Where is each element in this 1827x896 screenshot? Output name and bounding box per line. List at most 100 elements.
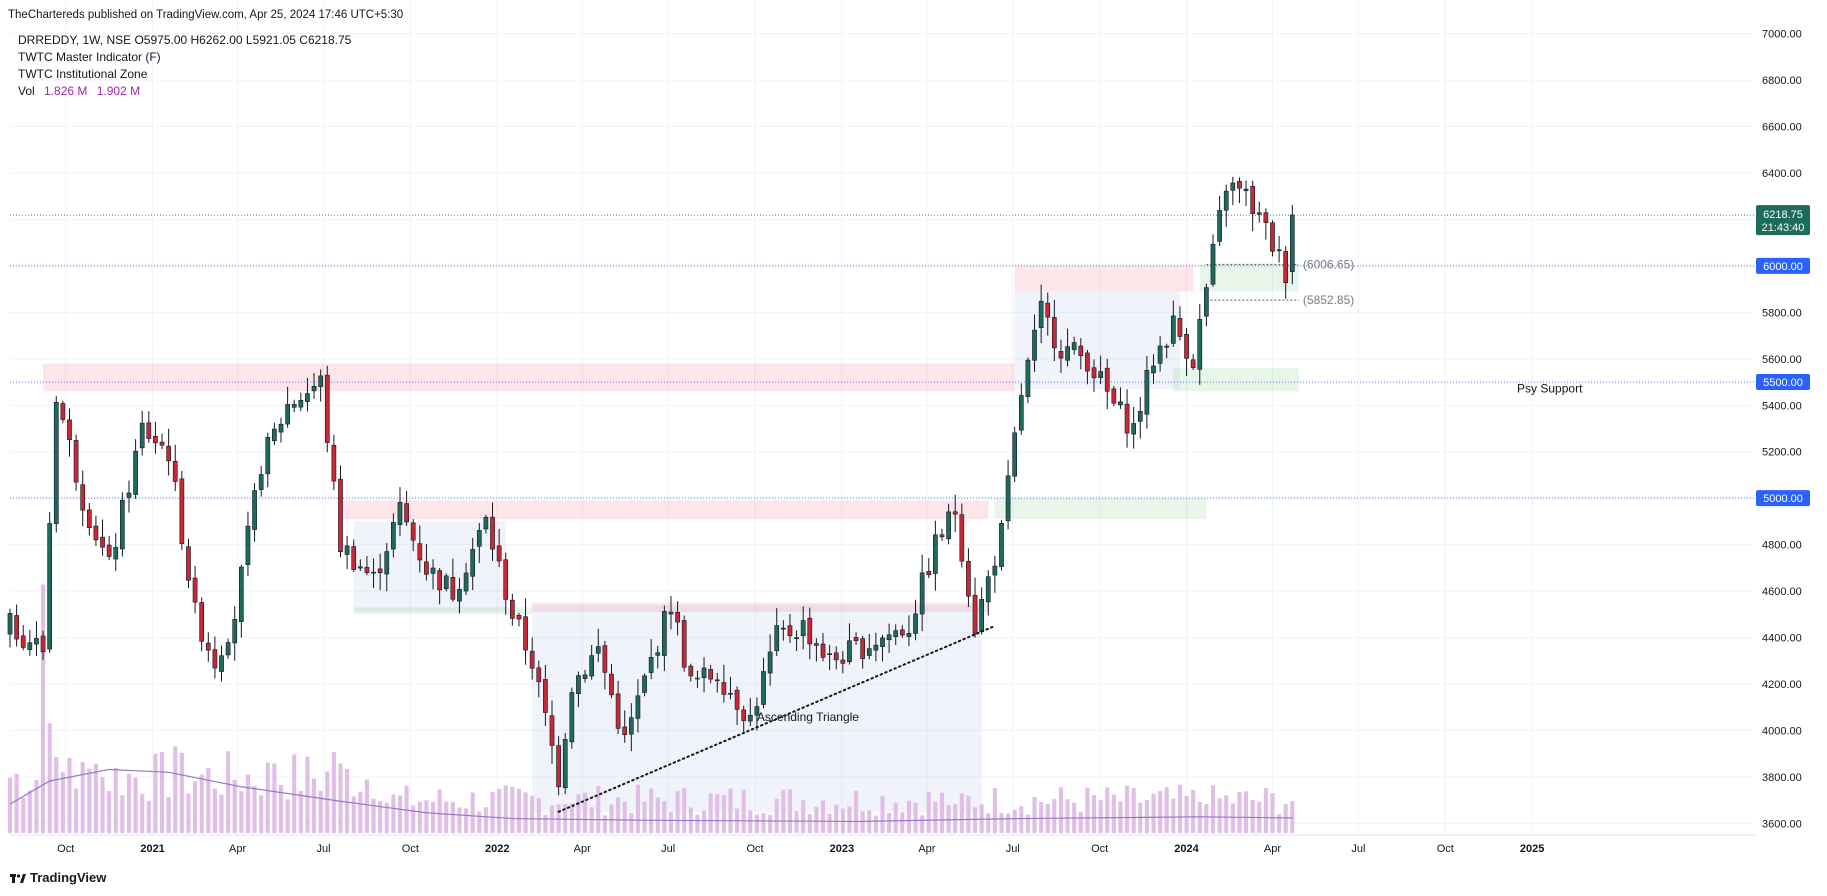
volume-bar [1224, 795, 1229, 833]
supply-zone [43, 363, 1015, 392]
zones-layer [43, 264, 1299, 812]
candle [331, 434, 337, 491]
candle-down-body [622, 726, 628, 736]
candle-down-body [14, 615, 19, 640]
candle-up-body [1210, 243, 1216, 285]
volume-value-1: 1.826 M [44, 84, 88, 98]
candle-up-body [589, 655, 595, 677]
candle-up-body [476, 530, 482, 547]
volume-bar [1144, 800, 1149, 833]
volume-bar [318, 791, 323, 833]
candle-down-body [166, 445, 171, 462]
volume-bar [252, 786, 257, 833]
candle-up-body [1025, 359, 1031, 397]
candle [1045, 292, 1051, 336]
candle-down-body [205, 642, 211, 651]
candle [695, 670, 700, 688]
candle [576, 671, 581, 708]
symbol-legend[interactable]: DRREDDY, 1W, NSE O5975.00 H6262.00 L5921… [18, 33, 352, 47]
volume-bar [768, 815, 773, 833]
candle-down-body [1177, 318, 1183, 337]
candle [172, 444, 178, 492]
candle-up-body [1197, 319, 1203, 370]
candle [384, 542, 390, 592]
candle [1217, 195, 1222, 246]
volume-bar [860, 811, 865, 833]
candle-down-body [186, 546, 191, 581]
volume-bar [1263, 788, 1268, 833]
candle [245, 511, 251, 577]
x-tick-label: 2025 [1520, 843, 1544, 855]
candle-up-body [999, 523, 1004, 567]
volume-bar [298, 790, 303, 833]
candle [708, 665, 713, 684]
volume-bar [113, 767, 118, 833]
candle [807, 607, 813, 660]
volume-bar [1210, 785, 1216, 833]
candle-up-body [866, 648, 872, 656]
candle-down-body [1085, 352, 1090, 372]
candle [364, 555, 370, 576]
volume-bar [1250, 799, 1255, 833]
volume-bar [649, 788, 654, 833]
candle-up-body [946, 511, 951, 540]
candle-down-body [1237, 181, 1242, 189]
candle-down-body [364, 566, 370, 573]
candle [265, 432, 271, 488]
volume-bar [675, 790, 680, 833]
candle [232, 606, 238, 661]
candle [1184, 327, 1189, 376]
volume-bar [880, 796, 885, 833]
candle-down-body [516, 614, 522, 620]
candle [93, 515, 99, 546]
volume-bar [1277, 814, 1282, 833]
candle [351, 539, 357, 572]
candle-up-body [635, 695, 641, 719]
candle-down-body [496, 545, 502, 562]
candle-up-body [344, 545, 350, 555]
volume-bar [331, 752, 336, 833]
volume-bar [906, 800, 911, 833]
candle-down-body [1283, 251, 1289, 284]
candle-up-body [126, 492, 132, 498]
volume-bar [834, 804, 839, 833]
candle-up-body [985, 576, 991, 603]
candle [668, 595, 674, 630]
tradingview-brand[interactable]: TradingView [10, 870, 106, 885]
candle [747, 697, 753, 727]
volume-bar [1111, 794, 1116, 833]
candle [1151, 354, 1156, 384]
candle [1131, 406, 1137, 449]
candle-up-body [133, 450, 138, 495]
candle-up-body [245, 525, 251, 565]
candle-up-body [562, 739, 568, 789]
candle-up-body [648, 656, 654, 673]
candle-down-body [939, 534, 945, 538]
x-tick-label: Oct [1091, 843, 1108, 855]
candle [820, 632, 826, 662]
range-zone [353, 521, 506, 613]
candle-up-body [1289, 214, 1295, 273]
candle-down-body [615, 693, 621, 729]
candle-up-body [1098, 371, 1103, 378]
indicator-zone-legend[interactable]: TWTC Institutional Zone [18, 67, 148, 81]
candle-down-body [212, 649, 218, 669]
volume-bar [1191, 789, 1196, 833]
volume-bar [186, 793, 191, 833]
candle-up-body [1170, 315, 1176, 344]
candle [1137, 397, 1143, 439]
indicator-master-legend[interactable]: TWTC Master Indicator (F) [18, 50, 161, 64]
candle-up-body [278, 423, 284, 433]
candle-down-body [714, 679, 720, 682]
candle [371, 558, 376, 588]
candle-down-body [100, 536, 105, 548]
candle [186, 538, 191, 589]
candle [1164, 343, 1170, 359]
axes-layer[interactable]: 3600.00 3800.00 4000.00 4200.00 4400.00 4600.… [10, 29, 1810, 855]
x-tick-label: Jul [661, 843, 675, 855]
candle [814, 638, 819, 662]
candle-down-body [602, 645, 608, 673]
y-tick-label: 3800.00 [1762, 772, 1802, 784]
volume-legend[interactable]: Vol 1.826 M 1.902 M [18, 84, 140, 99]
